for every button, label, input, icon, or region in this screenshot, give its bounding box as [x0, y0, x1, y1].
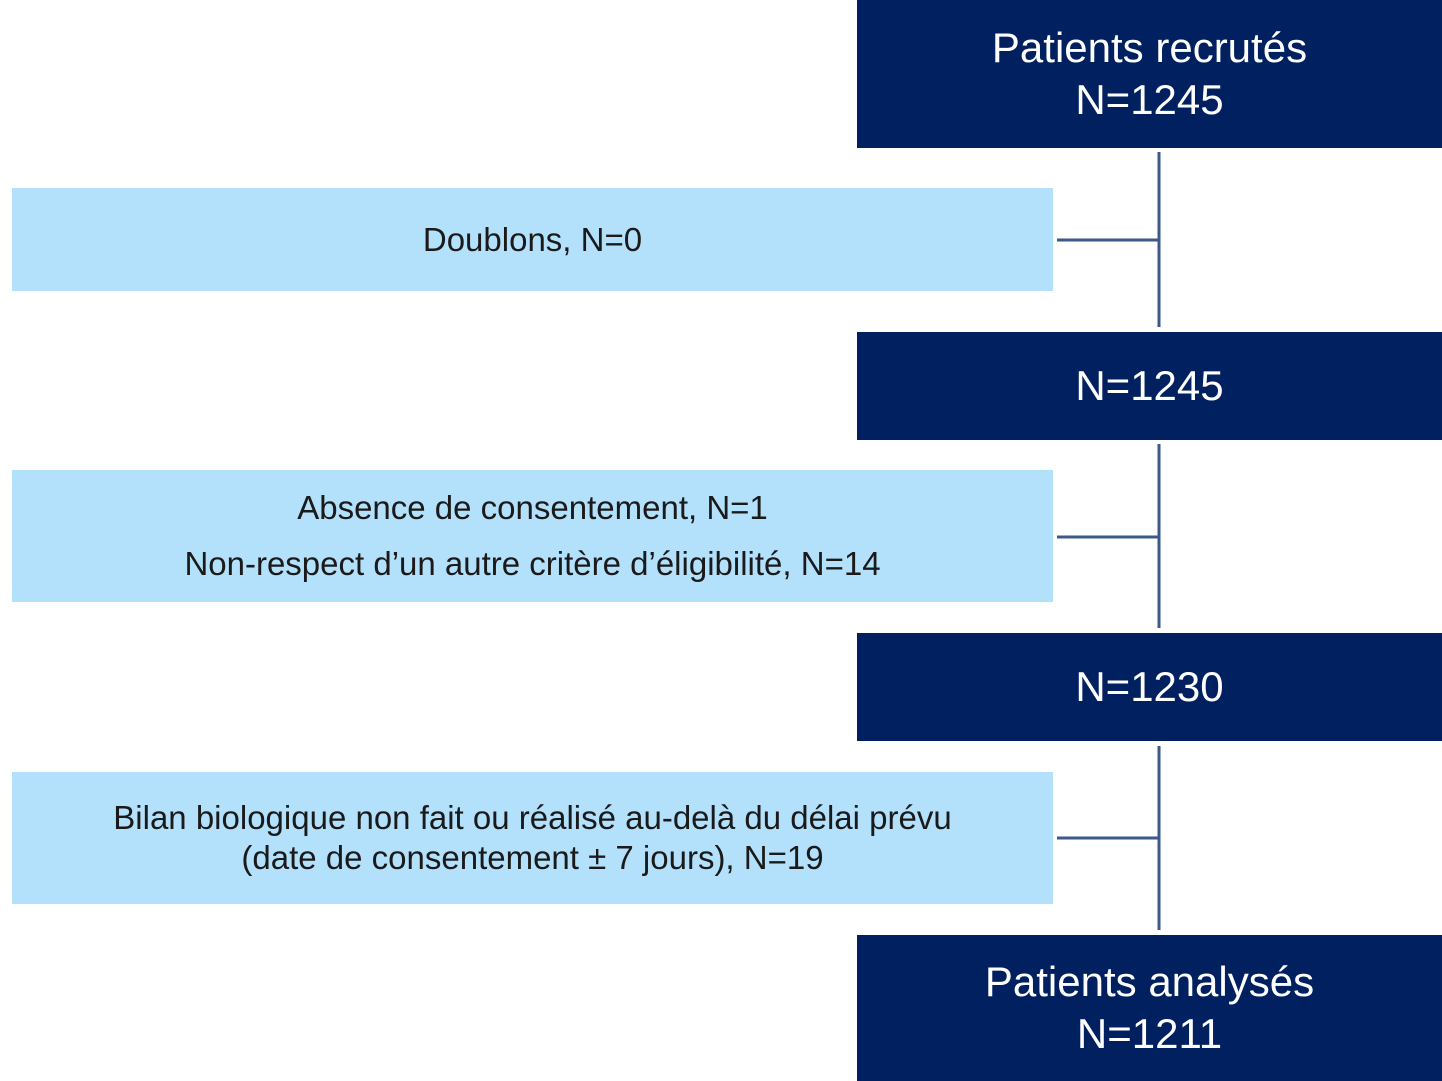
node-text: N=1230 [1075, 663, 1224, 710]
exclusion-box: Bilan biologique non fait ou réalisé au-… [12, 772, 1053, 904]
node: Patients analysés N=1211 [857, 935, 1442, 1081]
exclusion-box: Doublons, N=0 [12, 188, 1053, 291]
exclusion-box: Absence de consentement, N=1 Non-respect… [12, 470, 1053, 602]
node: Patients recrutés N=1245 [857, 0, 1442, 148]
node-text: Patients recrutés [991, 24, 1308, 71]
node: N=1230 [857, 633, 1442, 741]
exclusion-text: (date de consentement ± 7 jours), N=19 [241, 839, 824, 876]
exclusion-text: Absence de consentement, N=1 [297, 489, 768, 526]
node: N=1245 [857, 332, 1442, 440]
exclusion-text: Non-respect d’un autre critère d’éligibi… [184, 545, 881, 582]
node-text: Patients analysés [984, 958, 1315, 1005]
node-text: N=1245 [1075, 76, 1224, 123]
node-text: N=1211 [1076, 1010, 1223, 1057]
node-text: N=1245 [1075, 362, 1224, 409]
exclusion-text: Doublons, N=0 [422, 220, 643, 258]
exclusion-text: Bilan biologique non fait ou réalisé au-… [113, 799, 952, 836]
